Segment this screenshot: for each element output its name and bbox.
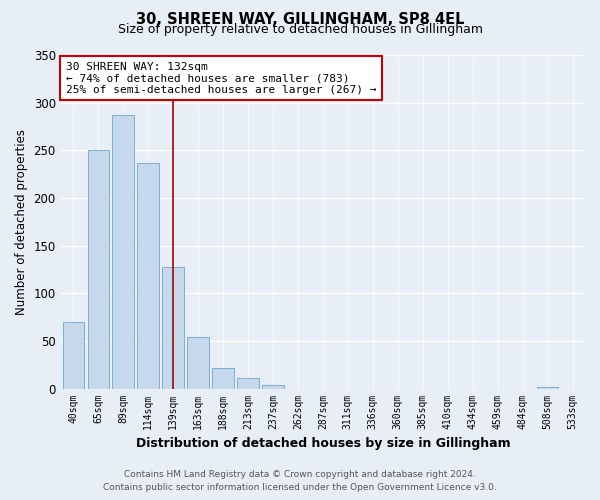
Bar	[112, 115, 134, 388]
Bar	[62, 322, 84, 388]
X-axis label: Distribution of detached houses by size in Gillingham: Distribution of detached houses by size …	[136, 437, 510, 450]
Y-axis label: Number of detached properties: Number of detached properties	[15, 129, 28, 315]
Bar	[187, 337, 209, 388]
Bar	[537, 386, 558, 388]
Text: Contains HM Land Registry data © Crown copyright and database right 2024.
Contai: Contains HM Land Registry data © Crown c…	[103, 470, 497, 492]
Bar	[262, 384, 284, 388]
Bar	[137, 162, 158, 388]
Text: 30, SHREEN WAY, GILLINGHAM, SP8 4EL: 30, SHREEN WAY, GILLINGHAM, SP8 4EL	[136, 12, 464, 28]
Bar	[212, 368, 233, 388]
Bar	[88, 150, 109, 388]
Text: 30 SHREEN WAY: 132sqm
← 74% of detached houses are smaller (783)
25% of semi-det: 30 SHREEN WAY: 132sqm ← 74% of detached …	[66, 62, 376, 95]
Bar	[163, 266, 184, 388]
Text: Size of property relative to detached houses in Gillingham: Size of property relative to detached ho…	[118, 22, 482, 36]
Bar	[238, 378, 259, 388]
